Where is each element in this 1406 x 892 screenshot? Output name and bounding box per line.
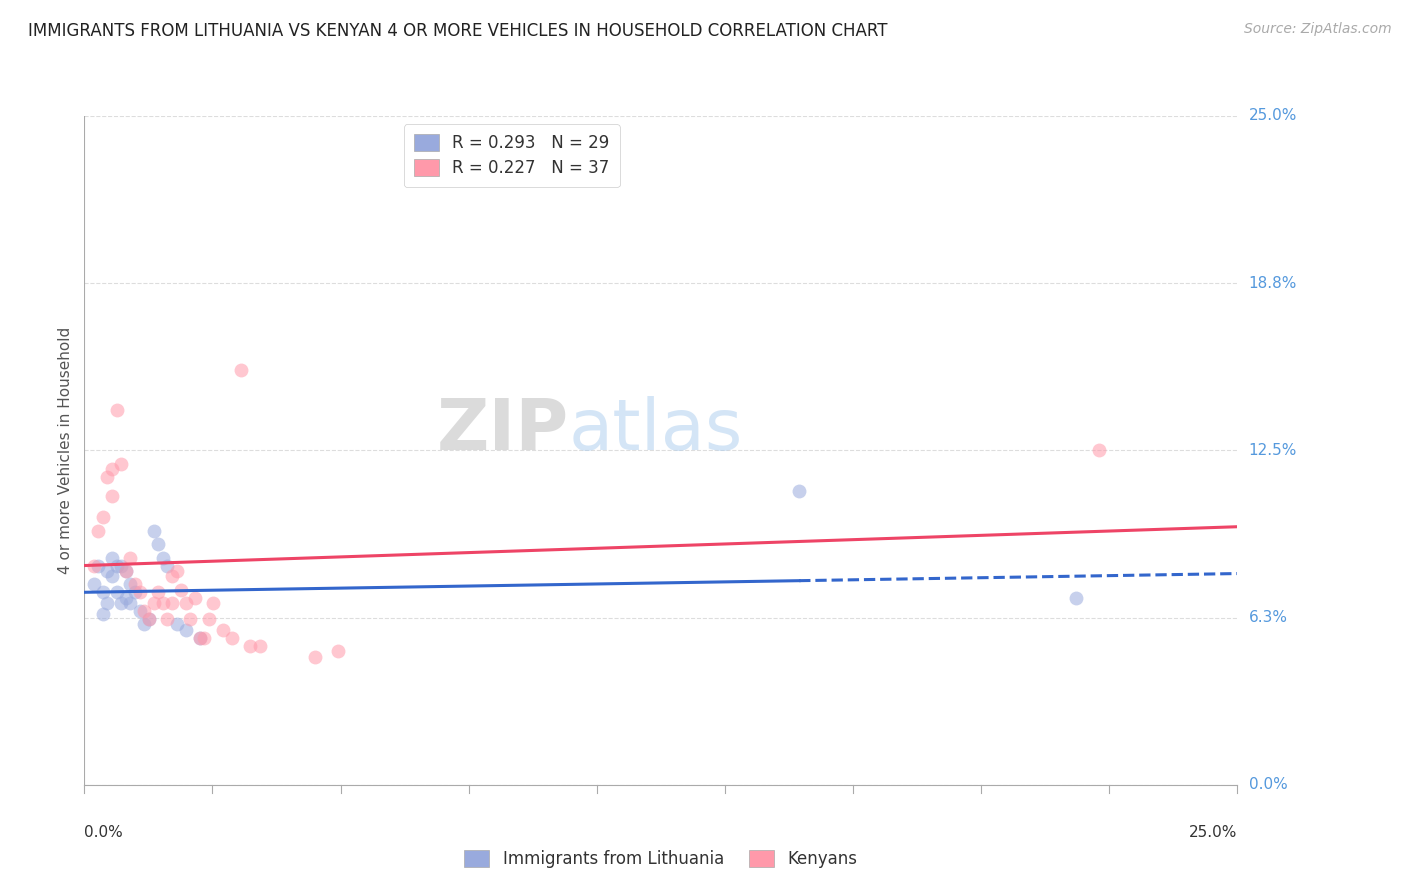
Text: 0.0%: 0.0% <box>84 825 124 840</box>
Point <box>120 550 142 565</box>
Point <box>115 564 138 578</box>
Point <box>91 585 114 599</box>
Text: 12.5%: 12.5% <box>1249 443 1298 458</box>
Point <box>91 607 114 621</box>
Point <box>115 591 138 605</box>
Point <box>166 564 188 578</box>
Point <box>120 596 142 610</box>
Text: Source: ZipAtlas.com: Source: ZipAtlas.com <box>1244 22 1392 37</box>
Legend: R = 0.293   N = 29, R = 0.227   N = 37: R = 0.293 N = 29, R = 0.227 N = 37 <box>404 124 620 187</box>
Text: 6.3%: 6.3% <box>1249 610 1288 625</box>
Point <box>110 596 132 610</box>
Point <box>326 644 349 658</box>
Point <box>101 550 124 565</box>
Point <box>134 604 156 618</box>
Point <box>128 585 150 599</box>
Point <box>221 631 243 645</box>
Point <box>96 564 118 578</box>
Point <box>304 649 326 664</box>
Point <box>198 612 221 626</box>
Point <box>105 585 128 599</box>
Point <box>142 524 165 538</box>
Point <box>110 457 132 471</box>
Point <box>124 577 146 591</box>
Point <box>91 510 114 524</box>
Point <box>120 577 142 591</box>
Point <box>188 631 211 645</box>
Point <box>128 604 150 618</box>
Point <box>156 558 179 573</box>
Point <box>239 639 262 653</box>
Point <box>193 631 215 645</box>
Point <box>231 363 253 377</box>
Point <box>152 550 174 565</box>
Point <box>101 489 124 503</box>
Point <box>110 558 132 573</box>
Point <box>96 470 118 484</box>
Point <box>156 612 179 626</box>
Point <box>202 596 225 610</box>
Point <box>138 612 160 626</box>
Point <box>96 596 118 610</box>
Point <box>134 617 156 632</box>
Text: 0.0%: 0.0% <box>1249 778 1288 792</box>
Point <box>1088 443 1111 458</box>
Point <box>83 577 105 591</box>
Point <box>105 558 128 573</box>
Point <box>138 612 160 626</box>
Point <box>146 585 169 599</box>
Point <box>146 537 169 551</box>
Point <box>170 582 193 597</box>
Y-axis label: 4 or more Vehicles in Household: 4 or more Vehicles in Household <box>58 326 73 574</box>
Point <box>124 585 146 599</box>
Point <box>142 596 165 610</box>
Point <box>101 569 124 583</box>
Text: atlas: atlas <box>568 396 742 465</box>
Point <box>87 524 110 538</box>
Point <box>160 596 183 610</box>
Point <box>115 564 138 578</box>
Text: 18.8%: 18.8% <box>1249 276 1298 291</box>
Point <box>101 462 124 476</box>
Point <box>152 596 174 610</box>
Point <box>160 569 183 583</box>
Point <box>174 623 197 637</box>
Point <box>249 639 271 653</box>
Point <box>787 483 810 498</box>
Point <box>105 403 128 417</box>
Point <box>87 558 110 573</box>
Point <box>166 617 188 632</box>
Legend: Immigrants from Lithuania, Kenyans: Immigrants from Lithuania, Kenyans <box>458 843 863 875</box>
Point <box>1064 591 1087 605</box>
Point <box>211 623 233 637</box>
Text: IMMIGRANTS FROM LITHUANIA VS KENYAN 4 OR MORE VEHICLES IN HOUSEHOLD CORRELATION : IMMIGRANTS FROM LITHUANIA VS KENYAN 4 OR… <box>28 22 887 40</box>
Text: ZIP: ZIP <box>436 396 568 465</box>
Point <box>179 612 201 626</box>
Point <box>83 558 105 573</box>
Point <box>188 631 211 645</box>
Point <box>174 596 197 610</box>
Point <box>184 591 207 605</box>
Text: 25.0%: 25.0% <box>1249 109 1298 123</box>
Text: 25.0%: 25.0% <box>1189 825 1237 840</box>
